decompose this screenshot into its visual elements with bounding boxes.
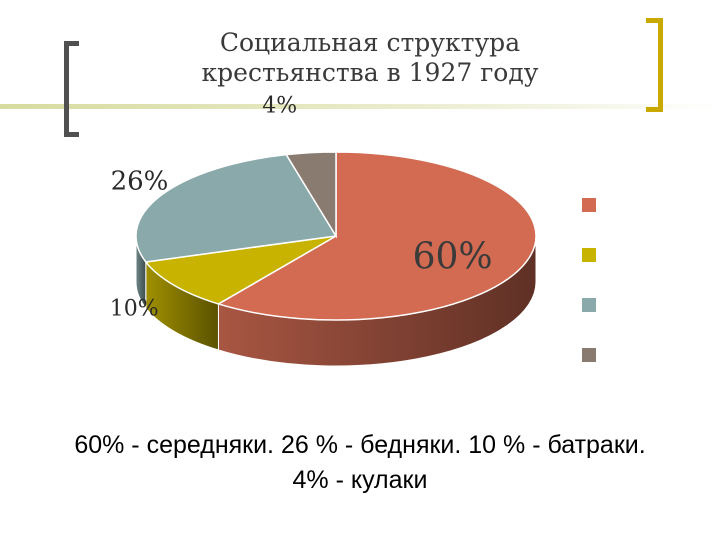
right-bracket-decoration xyxy=(646,18,663,112)
caption-line-1: 60% - середняки. 26 % - бедняки. 10 % - … xyxy=(74,431,646,459)
legend-swatch-2 xyxy=(582,298,596,312)
legend-swatch-1 xyxy=(582,248,596,262)
pie-label-3: 4% xyxy=(262,93,297,118)
chart-title-line-1: Социальная структура xyxy=(219,28,521,57)
caption-line-2: 4% - кулаки xyxy=(292,466,428,494)
decorative-divider xyxy=(0,104,720,109)
left-bracket-decoration xyxy=(64,41,79,137)
pie-label-1: 10% xyxy=(110,296,159,321)
legend-swatch-3 xyxy=(582,348,596,362)
pie-slice-0 xyxy=(216,151,537,321)
chart-title-line-2: крестьянства в 1927 году xyxy=(201,58,539,87)
chart-caption: 60% - середняки. 26 % - бедняки. 10 % - … xyxy=(0,428,720,498)
pie-label-0: 60% xyxy=(413,236,493,277)
chart-title: Социальная структура крестьянства в 1927… xyxy=(170,28,570,88)
pie-label-2: 26% xyxy=(111,167,169,197)
legend-swatch-0 xyxy=(582,198,596,212)
pie-slice-2 xyxy=(135,153,338,263)
pie-slice-3 xyxy=(285,151,337,239)
pie-slice-1 xyxy=(144,235,337,305)
